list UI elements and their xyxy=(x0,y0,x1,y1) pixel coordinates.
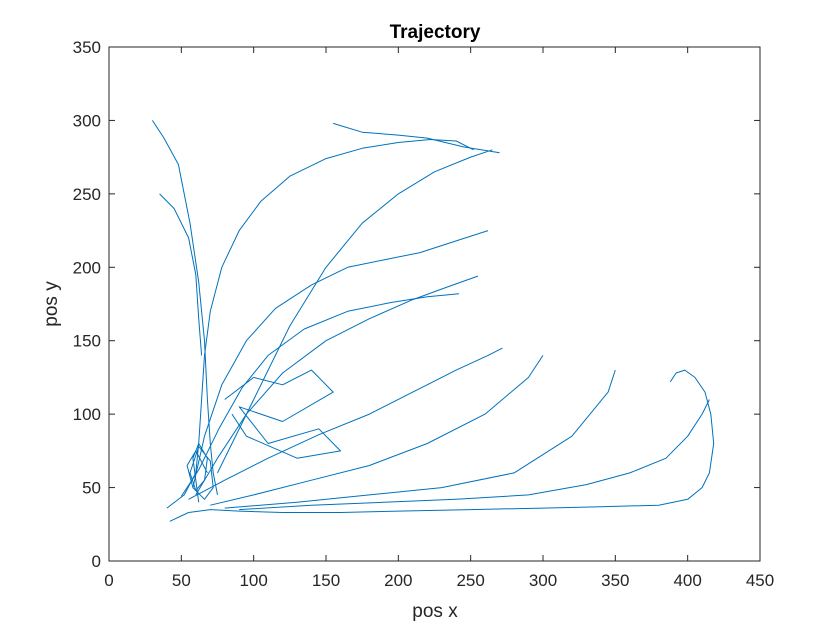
plot-area xyxy=(109,47,760,561)
trajectory-line-13 xyxy=(239,399,710,511)
x-tick-label: 150 xyxy=(312,571,340,590)
y-axis-label: pos y xyxy=(41,281,62,327)
y-tick-label: 50 xyxy=(82,479,101,498)
trajectory-line-5 xyxy=(195,275,479,496)
x-ticks: 0 50 100 150 200 250 300 350 400 450 xyxy=(104,47,774,590)
x-tick-label: 300 xyxy=(529,571,557,590)
y-tick-label: 0 xyxy=(92,552,101,571)
y-tick-label: 150 xyxy=(73,332,101,351)
trajectory-line-10 xyxy=(224,369,341,459)
x-tick-label: 100 xyxy=(239,571,267,590)
trajectory-line-9 xyxy=(186,443,214,503)
trajectory-line-12 xyxy=(180,293,460,497)
x-axis-label: pos x xyxy=(412,601,458,622)
y-tick-label: 350 xyxy=(73,38,101,57)
y-tick-label: 100 xyxy=(73,405,101,424)
x-tick-label: 450 xyxy=(746,571,774,590)
trajectory-line-8 xyxy=(224,369,616,509)
chart-title: Trajectory xyxy=(390,22,481,43)
trajectory-line-7 xyxy=(210,355,544,506)
axes-box xyxy=(108,46,761,562)
x-tick-label: 250 xyxy=(456,571,484,590)
y-tick-label: 250 xyxy=(73,185,101,204)
x-tick-label: 350 xyxy=(601,571,629,590)
series-layer xyxy=(151,120,715,522)
trajectory-line-6 xyxy=(188,347,503,500)
trajectory-line-2 xyxy=(166,139,474,509)
trajectory-line-14 xyxy=(159,193,203,356)
x-tick-label: 400 xyxy=(673,571,701,590)
trajectory-line-1 xyxy=(169,369,715,522)
x-tick-label: 200 xyxy=(384,571,412,590)
x-tick-label: 0 xyxy=(104,571,113,590)
trajectory-line-15 xyxy=(217,149,493,474)
trajectory-line-3 xyxy=(151,120,218,495)
y-ticks: 0 50 100 150 200 250 300 350 xyxy=(73,38,760,571)
x-tick-label: 50 xyxy=(172,571,191,590)
y-tick-label: 300 xyxy=(73,111,101,130)
y-tick-label: 200 xyxy=(73,258,101,277)
trajectory-line-11 xyxy=(333,122,500,154)
trajectory-line-4 xyxy=(192,230,489,488)
